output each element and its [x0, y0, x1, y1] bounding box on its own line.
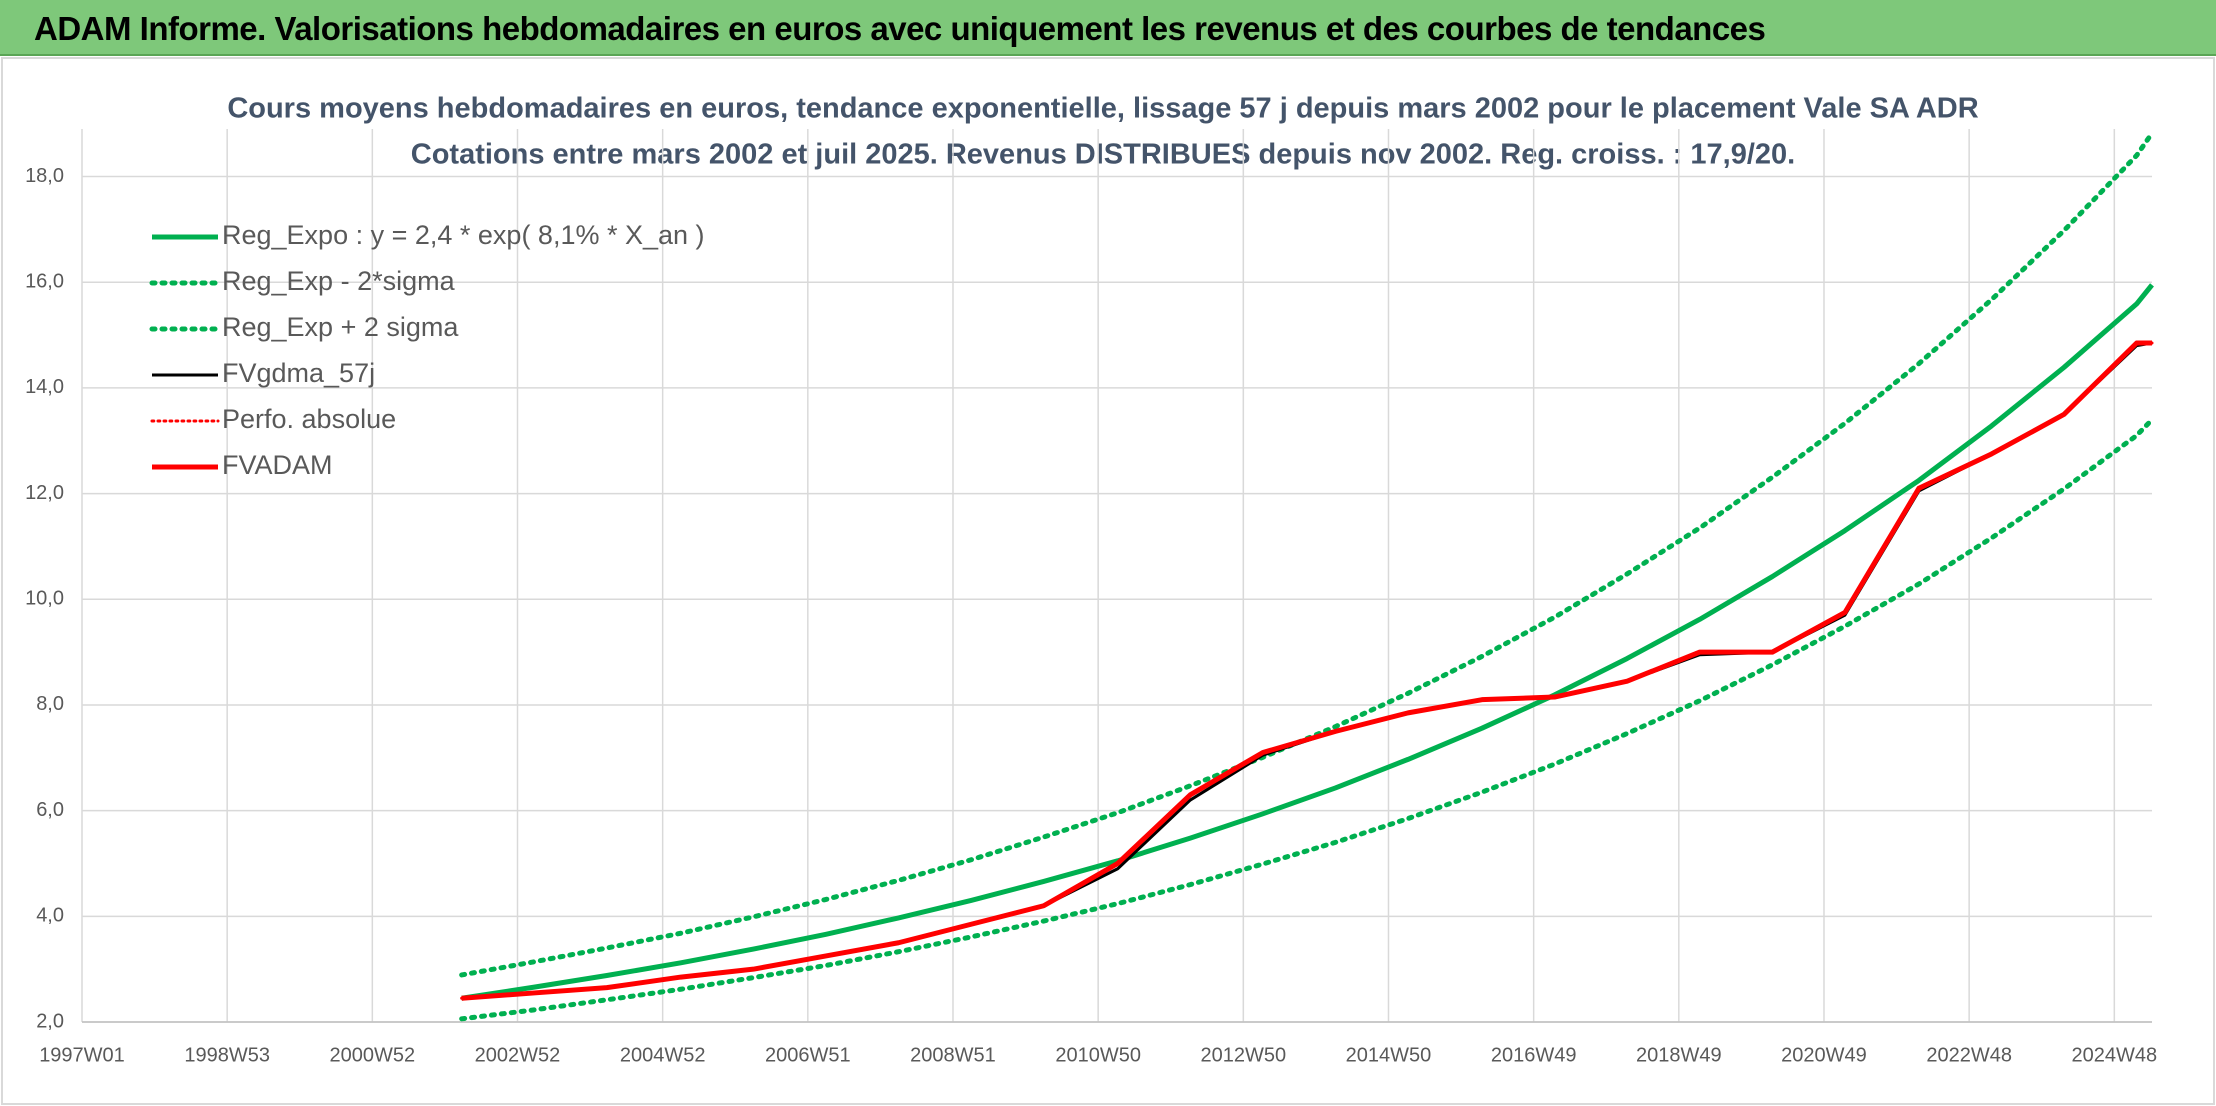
chart: Cours moyens hebdomadaires en euros, ten… — [1, 57, 2215, 1105]
x-tick-label: 2010W50 — [1055, 1044, 1141, 1066]
y-tick-label: 12,0 — [25, 482, 64, 504]
x-tick-label: 2012W50 — [1201, 1044, 1287, 1066]
legend-label: Reg_Exp + 2 sigma — [222, 312, 459, 342]
legend-label: Perfo. absolue — [222, 404, 396, 434]
legend-label: FVgdma_57j — [222, 358, 375, 388]
chart-subtitle: Cotations entre mars 2002 et juil 2025. … — [411, 139, 1795, 171]
x-tick-label: 2008W51 — [910, 1044, 996, 1066]
x-tick-label: 2022W48 — [1926, 1044, 2012, 1066]
x-tick-label: 2004W52 — [620, 1044, 706, 1066]
legend-label: FVADAM — [222, 450, 333, 480]
x-tick-label: 2006W51 — [765, 1044, 851, 1066]
series-line — [461, 340, 2152, 1001]
x-tick-label: 2002W52 — [475, 1044, 561, 1066]
y-tick-label: 16,0 — [25, 271, 64, 293]
x-tick-label: 1998W53 — [184, 1044, 270, 1066]
x-tick-label: 2016W49 — [1491, 1044, 1577, 1066]
y-tick-label: 2,0 — [36, 1010, 64, 1032]
x-tick-label: 1997W01 — [39, 1044, 125, 1066]
x-tick-label: 2000W52 — [330, 1044, 416, 1066]
y-tick-label: 18,0 — [25, 165, 64, 187]
series-line — [459, 130, 2155, 978]
legend-label: Reg_Exp - 2*sigma — [222, 266, 456, 296]
header: ADAM Informe. Valorisations hebdomadaire… — [0, 0, 2216, 56]
y-tick-label: 4,0 — [36, 905, 64, 927]
x-tick-label: 2014W50 — [1346, 1044, 1432, 1066]
y-tick-label: 6,0 — [36, 799, 64, 821]
legend-label: Reg_Expo : y = 2,4 * exp( 8,1% * X_an ) — [222, 220, 705, 250]
series-line — [459, 417, 2155, 1022]
x-tick-label: 2024W48 — [2072, 1044, 2158, 1066]
y-tick-label: 8,0 — [36, 693, 64, 715]
series-line — [461, 283, 2154, 1001]
y-tick-label: 14,0 — [25, 376, 64, 398]
y-tick-label: 10,0 — [25, 588, 64, 610]
x-tick-label: 2020W49 — [1781, 1044, 1867, 1066]
header-title: ADAM Informe. Valorisations hebdomadaire… — [34, 10, 1766, 47]
x-tick-label: 2018W49 — [1636, 1044, 1722, 1066]
chart-frame — [1, 57, 2215, 1105]
chart-title: Cours moyens hebdomadaires en euros, ten… — [227, 93, 1978, 125]
